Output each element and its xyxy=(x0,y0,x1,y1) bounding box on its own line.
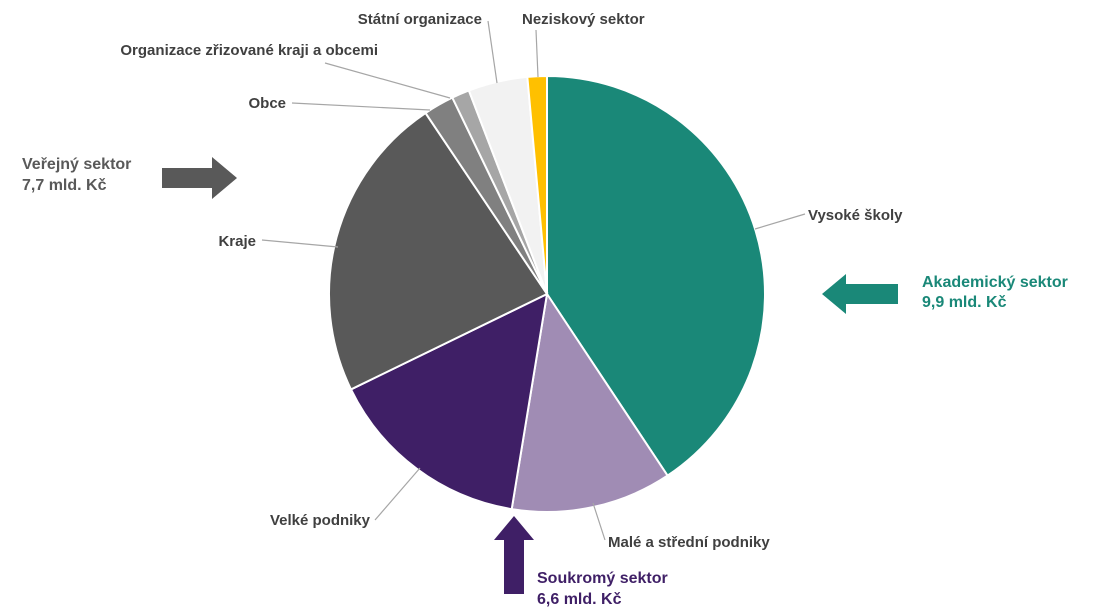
pie-slice-7 xyxy=(526,74,548,295)
leader-line-velke-podniky xyxy=(374,467,421,521)
leader-line-vysoke-skoly xyxy=(754,213,806,230)
label-kraje: Kraje xyxy=(218,233,256,250)
leader-line-kraje xyxy=(261,239,339,248)
label-obce: Obce xyxy=(248,95,286,112)
akademicky-sektor-amount: 9,9 mld. Kč xyxy=(922,294,1007,311)
label-male-stredni-podniky: Malé a střední podniky xyxy=(608,534,770,551)
verejny-sektor-title: Veřejný sektor xyxy=(22,156,131,173)
soukromy-sektor-title: Soukromý sektor xyxy=(537,570,668,587)
label-statni-organizace: Státní organizace xyxy=(358,11,482,28)
leader-line-organizace xyxy=(324,62,451,99)
akademicky-sektor-title: Akademický sektor xyxy=(922,274,1068,291)
arrow-verejny-icon xyxy=(162,157,237,199)
pie-slice-2 xyxy=(349,292,549,511)
label-organizace: Organizace zřizované kraji a obcemi xyxy=(120,42,378,59)
leader-line-statni xyxy=(487,20,498,84)
pie-slice-1 xyxy=(510,291,669,513)
label-neziskovy-sektor: Neziskový sektor xyxy=(522,11,645,28)
soukromy-sektor-amount: 6,6 mld. Kč xyxy=(537,591,622,608)
arrow-soukromy-icon xyxy=(494,516,534,594)
label-velke-podniky: Velké podniky xyxy=(270,512,371,529)
leader-line-male-stredni xyxy=(592,502,606,541)
pie-slice-3 xyxy=(328,111,549,391)
label-vysoke-skoly: Vysoké školy xyxy=(808,207,903,224)
verejny-sektor-amount: 7,7 mld. Kč xyxy=(22,177,107,194)
pie-slices xyxy=(328,74,766,513)
arrow-akademicky-icon xyxy=(822,274,898,314)
leader-line-neziskovy xyxy=(535,29,539,78)
leader-line-obce xyxy=(291,102,431,111)
